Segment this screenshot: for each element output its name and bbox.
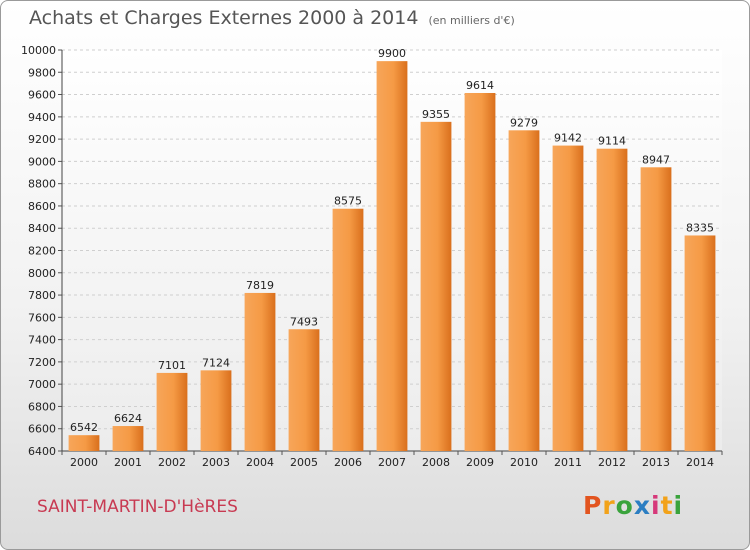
x-tick-label: 2012: [598, 456, 626, 469]
bar-2014: [684, 235, 716, 451]
y-tick-label: 8200: [28, 245, 56, 258]
x-tick-label: 2007: [378, 456, 406, 469]
x-tick-label: 2001: [114, 456, 142, 469]
bar-2004: [244, 292, 276, 451]
x-tick-label: 2003: [202, 456, 230, 469]
y-tick-label: 7600: [28, 311, 56, 324]
bar-2002: [156, 372, 188, 451]
bar-2005: [288, 329, 320, 451]
bar-2012: [596, 148, 628, 451]
x-tick-label: 2014: [686, 456, 714, 469]
value-label: 6542: [70, 421, 98, 434]
value-label: 7819: [246, 279, 274, 292]
value-label: 7124: [202, 356, 230, 369]
value-label: 8335: [686, 221, 714, 234]
chart-title: Achats et Charges Externes 2000 à 2014 (e…: [29, 7, 515, 29]
value-label: 9614: [466, 79, 494, 92]
value-label: 7493: [290, 315, 318, 328]
x-tick-label: 2013: [642, 456, 670, 469]
bar-2011: [552, 145, 584, 452]
bar-2000: [68, 435, 100, 451]
value-label: 9900: [378, 47, 406, 60]
bar-2001: [112, 426, 144, 451]
y-tick-label: 9600: [28, 89, 56, 102]
city-name: SAINT-MARTIN-D'HèRES: [37, 497, 238, 517]
y-tick-label: 9000: [28, 155, 56, 168]
value-label: 6624: [114, 412, 142, 425]
value-label: 9279: [510, 116, 538, 129]
y-tick-label: 9400: [28, 111, 56, 124]
x-tick-label: 2005: [290, 456, 318, 469]
y-tick-label: 9200: [28, 133, 56, 146]
y-tick-label: 9800: [28, 66, 56, 79]
bar-2007: [376, 61, 408, 452]
y-tick-label: 6600: [28, 423, 56, 436]
y-tick-label: 8800: [28, 178, 56, 191]
x-tick-label: 2011: [554, 456, 582, 469]
y-tick-label: 10000: [21, 44, 56, 57]
bar-2010: [508, 130, 540, 451]
chart-title-text: Achats et Charges Externes 2000 à 2014: [29, 7, 419, 29]
bar-2003: [200, 370, 232, 451]
proxiti-logo: Proxiti: [583, 491, 684, 520]
labels: 2000 6542 2001 6624 2002 7101 2003 7124 2004 7819…: [70, 47, 714, 469]
bar-2006: [332, 208, 364, 451]
y-tick-label: 8600: [28, 200, 56, 213]
y-tick-label: 7800: [28, 289, 56, 302]
y-tick-label: 7200: [28, 356, 56, 369]
y-tick-label: 6400: [28, 445, 56, 458]
y-tick-label: 6800: [28, 400, 56, 413]
y-tick-label: 7400: [28, 334, 56, 347]
x-tick-label: 2002: [158, 456, 186, 469]
value-label: 9142: [554, 132, 582, 145]
value-label: 9114: [598, 135, 626, 148]
x-tick-label: 2008: [422, 456, 450, 469]
x-tick-label: 2010: [510, 456, 538, 469]
y-tick-label: 8400: [28, 222, 56, 235]
y-tick-label: 7000: [28, 378, 56, 391]
x-tick-label: 2009: [466, 456, 494, 469]
bar-2013: [640, 167, 672, 452]
bar-2009: [464, 92, 496, 452]
bar-2008: [420, 121, 452, 452]
chart-subtitle: (en milliers d'€): [428, 14, 515, 27]
x-tick-label: 2004: [246, 456, 274, 469]
y-tick-label: 8000: [28, 267, 56, 280]
value-label: 8947: [642, 153, 670, 166]
x-tick-label: 2006: [334, 456, 362, 469]
x-tick-label: 2000: [70, 456, 98, 469]
value-label: 7101: [158, 359, 186, 372]
value-label: 9355: [422, 108, 450, 121]
bars: [68, 61, 716, 452]
value-label: 8575: [334, 195, 362, 208]
